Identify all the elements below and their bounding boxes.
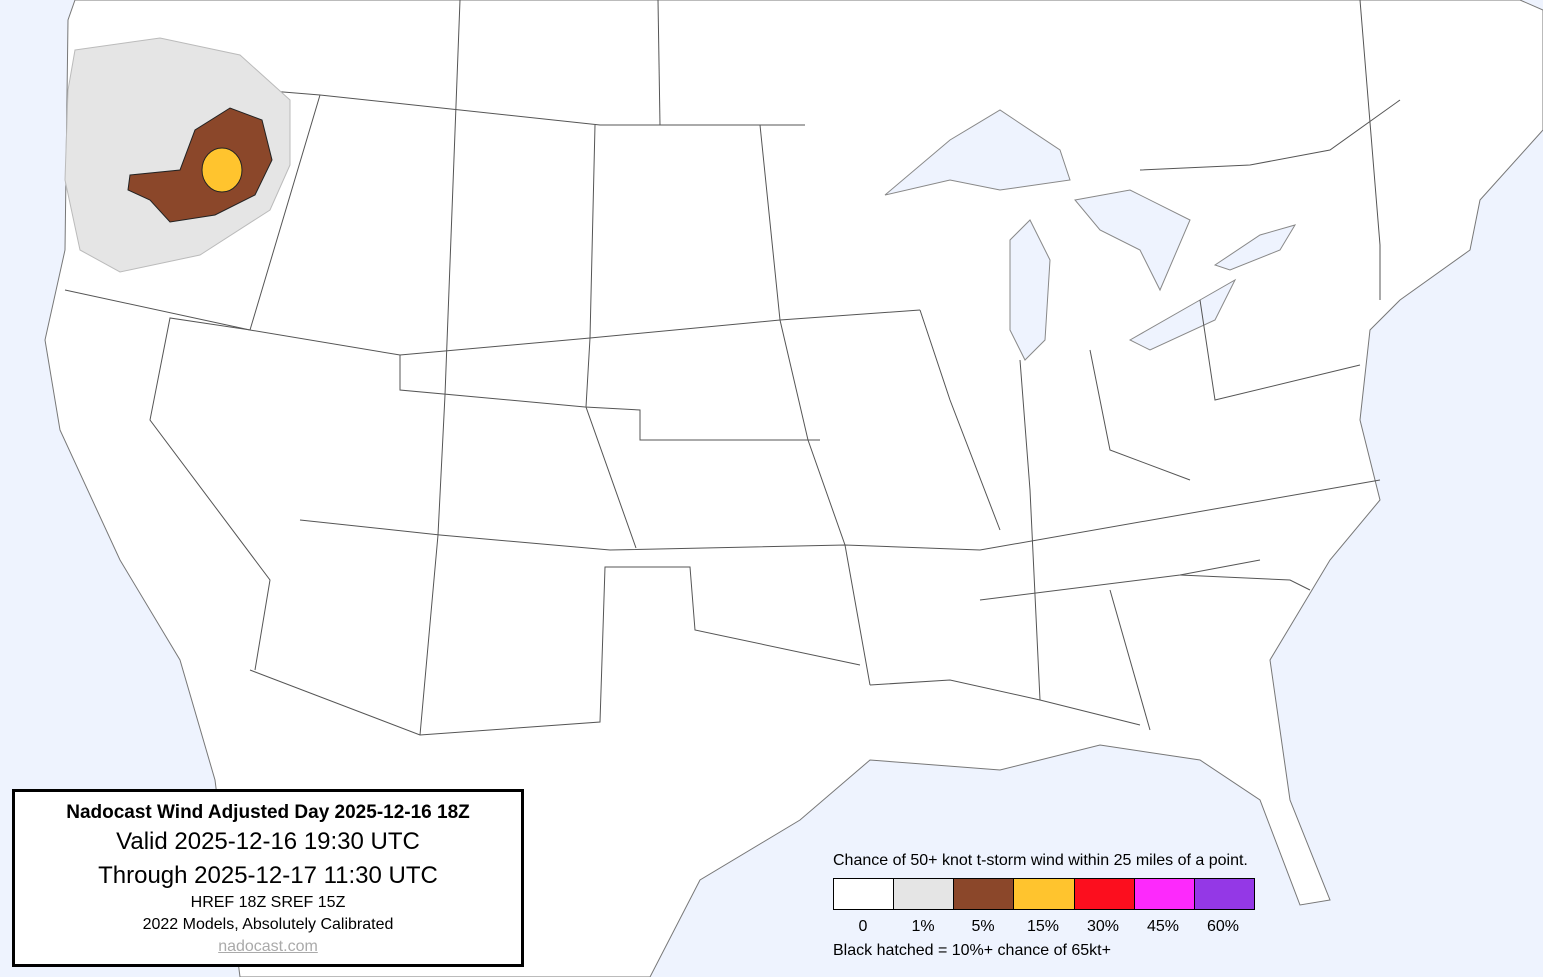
- legend-title: Chance of 50+ knot t-storm wind within 2…: [833, 852, 1248, 869]
- legend-label: 45%: [1146, 918, 1180, 935]
- legend-swatch: [1134, 879, 1195, 909]
- legend-swatch: [954, 879, 1015, 909]
- legend-label: 60%: [1206, 918, 1240, 935]
- legend-label: 30%: [1086, 918, 1120, 935]
- legend-labels: 0 1% 5% 15% 30% 45% 60%: [833, 918, 1253, 936]
- probability-legend: Chance of 50+ knot t-storm wind within 2…: [833, 852, 1273, 960]
- forecast-title: Nadocast Wind Adjusted Day 2025-12-16 18…: [66, 802, 470, 823]
- legend-label: 15%: [1026, 918, 1060, 935]
- legend-swatch: [834, 879, 895, 909]
- nadocast-link[interactable]: nadocast.com: [218, 938, 318, 955]
- probability-5pct-area: [127, 107, 273, 223]
- legend-label: 0: [858, 918, 868, 935]
- hatch-note: Black hatched = 10%+ chance of 65kt+: [833, 942, 1111, 959]
- model-runs: HREF 18Z SREF 15Z: [190, 894, 346, 911]
- forecast-info-box: Nadocast Wind Adjusted Day 2025-12-16 18…: [12, 789, 524, 967]
- legend-label: 1%: [911, 918, 935, 935]
- legend-label: 5%: [971, 918, 995, 935]
- legend-swatch: [1014, 879, 1075, 909]
- legend-color-bar: [833, 878, 1255, 910]
- through-time: Through 2025-12-17 11:30 UTC: [98, 862, 438, 889]
- legend-swatch: [1194, 879, 1254, 909]
- calibration-note: 2022 Models, Absolutely Calibrated: [142, 916, 394, 933]
- legend-swatch: [1074, 879, 1135, 909]
- legend-swatch: [894, 879, 955, 909]
- probability-15pct-area: [201, 147, 243, 193]
- great-lakes: [884, 109, 1297, 361]
- state-borders: [64, 0, 1401, 736]
- valid-time: Valid 2025-12-16 19:30 UTC: [116, 828, 420, 855]
- probability-1pct-area: [64, 37, 291, 273]
